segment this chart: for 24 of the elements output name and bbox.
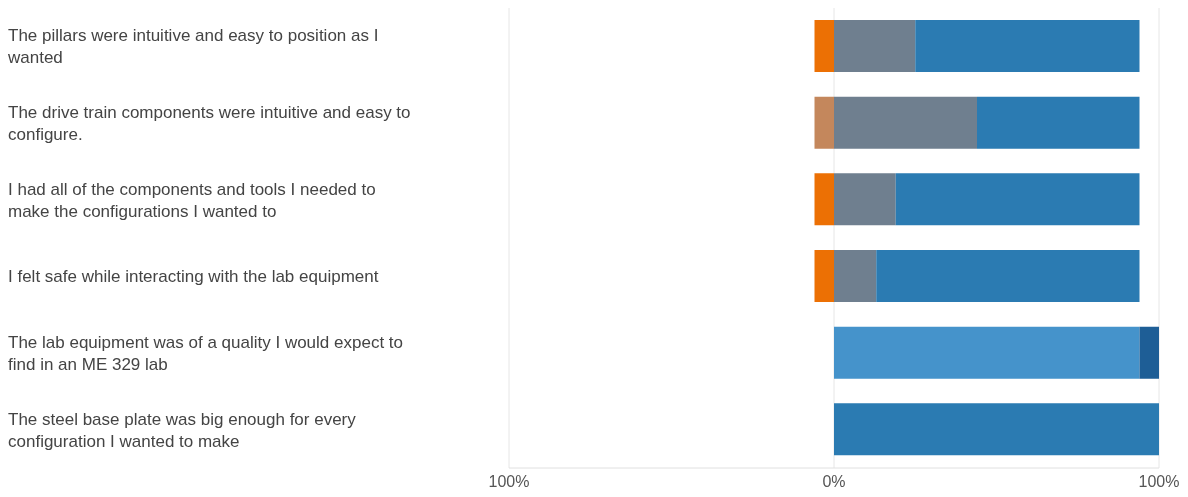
bar bbox=[977, 96, 1140, 149]
y-tick-label: The lab equipment was of a quality I would expect to find in an ME 329 lab bbox=[8, 332, 404, 374]
bar bbox=[834, 20, 916, 72]
x-tick-label: 100% bbox=[488, 473, 530, 491]
y-tick-label: The steel base plate was big enough for every configuration I wanted to make bbox=[8, 409, 357, 451]
bar bbox=[814, 250, 834, 302]
bar bbox=[834, 96, 977, 149]
bar bbox=[814, 20, 834, 72]
bar bbox=[814, 96, 834, 149]
bar bbox=[834, 326, 1140, 379]
y-tick-label: The pillars were intuitive and easy to position as I wanted bbox=[7, 25, 379, 67]
y-tick-label: I had all of the components and tools I needed to make the configurations I wanted to bbox=[8, 179, 376, 221]
bar bbox=[1139, 326, 1159, 379]
y-tick-label: The drive train components were intuitive and easy to configure. bbox=[8, 102, 411, 144]
bar bbox=[915, 20, 1140, 72]
x-tick-label: 100% bbox=[1138, 473, 1180, 491]
bar bbox=[876, 250, 1140, 302]
bar bbox=[834, 250, 877, 302]
bar bbox=[895, 173, 1140, 226]
y-tick-label: I felt safe while interacting with the lab equipment bbox=[8, 266, 379, 286]
bar bbox=[834, 173, 896, 226]
bar bbox=[814, 173, 834, 226]
x-tick-label: 0% bbox=[822, 473, 846, 491]
bar bbox=[834, 403, 1159, 456]
